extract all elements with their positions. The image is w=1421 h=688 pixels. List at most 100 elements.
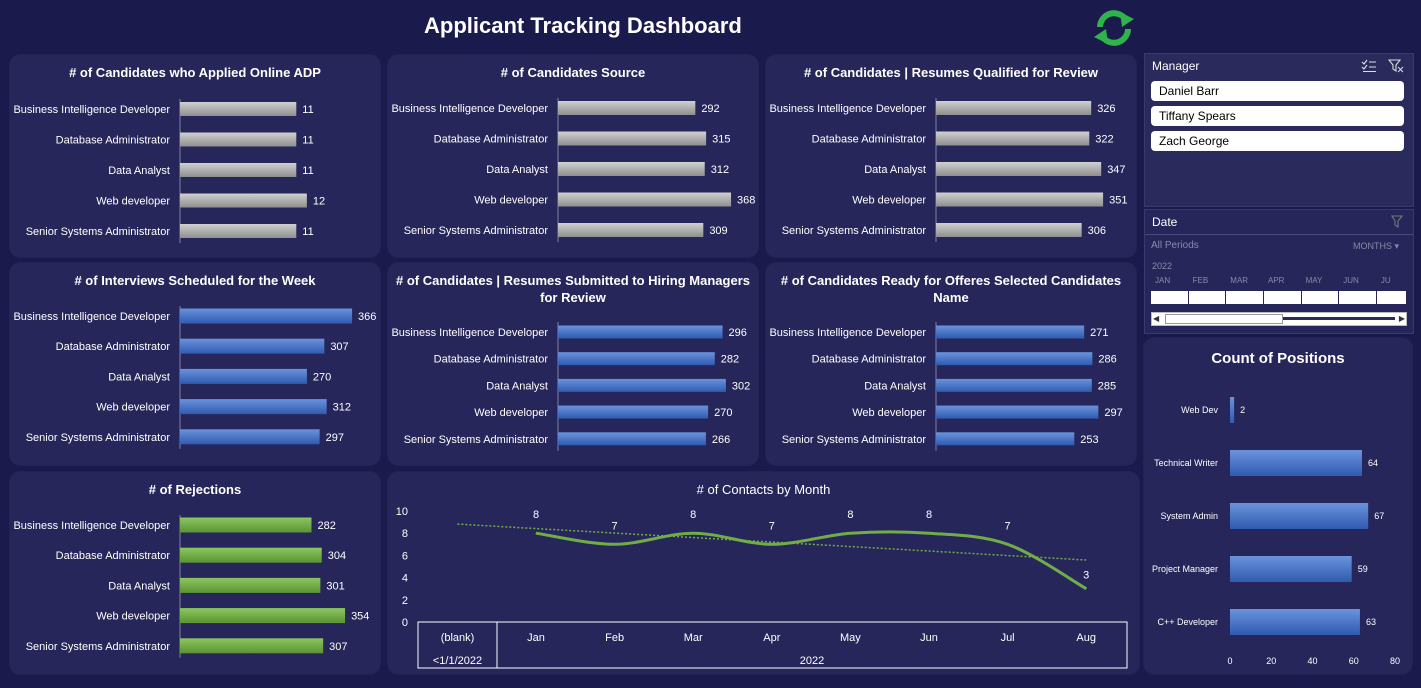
category-label: Business Intelligence Developer: [13, 311, 170, 323]
bar: [180, 638, 324, 654]
bar: [558, 131, 707, 146]
y-tick-label: 4: [402, 573, 408, 585]
data-label: 296: [729, 327, 747, 339]
bar: [180, 308, 353, 324]
data-label: 354: [351, 611, 369, 623]
chart-title: # of Candidates | Resumes Qualified for …: [803, 65, 1099, 80]
category-label: Data Analyst: [486, 380, 548, 392]
scroll-left-icon[interactable]: ◀: [1153, 314, 1160, 323]
category-label: Senior Systems Administrator: [404, 225, 549, 237]
timeline-month-cell[interactable]: [1301, 291, 1339, 304]
bar: [180, 102, 297, 116]
data-label: 67: [1374, 511, 1384, 521]
bar: [1230, 450, 1362, 476]
data-label: 8: [847, 509, 853, 521]
data-label: 315: [712, 134, 730, 146]
bar: [558, 378, 726, 392]
manager-item-tiffany-spears[interactable]: Tiffany Spears: [1151, 106, 1404, 126]
bar: [558, 432, 706, 446]
bar-chart-submitted: Business Intelligence Developer 296 Databa…: [391, 322, 750, 451]
x-tick-label: Jun: [920, 632, 938, 644]
multi-select-icon[interactable]: [1361, 59, 1377, 73]
timeline-month-cell[interactable]: [1226, 291, 1263, 304]
timeline-month-cell[interactable]: [1376, 291, 1406, 304]
clear-filter-icon[interactable]: [1391, 215, 1405, 229]
manager-item-zach-george[interactable]: Zach George: [1151, 131, 1404, 151]
timeline-month-cell[interactable]: [1263, 291, 1301, 304]
category-label: Database Administrator: [56, 341, 171, 353]
data-label: 307: [330, 341, 348, 353]
x-tick-label: (blank): [441, 632, 475, 644]
data-label: 11: [302, 135, 313, 147]
scroll-right-icon[interactable]: ▶: [1398, 314, 1405, 323]
chart-title: # of Candidates | Resumes Submitted to H…: [396, 273, 750, 305]
bar-chart-rejections: Business Intelligence Developer 282 Databa…: [13, 515, 369, 658]
bar: [936, 101, 1092, 115]
y-tick-label: 10: [396, 506, 408, 518]
bar-chart-interviews: Business Intelligence Developer 366 Databa…: [13, 306, 376, 449]
bar: [180, 132, 297, 147]
data-label: 271: [1090, 327, 1108, 339]
bar: [936, 405, 1099, 419]
data-label: 326: [1097, 103, 1115, 115]
category-label: Data Analyst: [864, 380, 926, 392]
data-label: 63: [1366, 617, 1376, 627]
y-tick-label: 6: [402, 550, 408, 562]
x-tick-label: Aug: [1076, 632, 1096, 644]
category-label: Database Administrator: [56, 550, 171, 562]
timeline-month-cell[interactable]: [1188, 291, 1226, 304]
clear-filter-icon[interactable]: [1388, 59, 1404, 73]
bar-chart-positions: Web Dev 2 Technical Writer 64 System Admin 67…: [1152, 397, 1400, 666]
data-label: 366: [358, 311, 376, 323]
data-label: 12: [313, 196, 325, 208]
y-tick-label: 8: [402, 528, 408, 540]
bar: [936, 378, 1092, 392]
timeline-month-cell[interactable]: [1151, 291, 1188, 304]
data-label: 322: [1095, 134, 1113, 146]
category-label: Senior Systems Administrator: [782, 225, 927, 237]
data-point: [535, 532, 537, 534]
chart-title: # of Candidates Ready for Offeres Select…: [780, 273, 1122, 305]
category-label: Data Analyst: [486, 164, 548, 176]
bar: [936, 192, 1104, 207]
category-label: Business Intelligence Developer: [391, 327, 548, 339]
category-label: Web developer: [96, 402, 170, 414]
bar: [180, 224, 297, 238]
refresh-icon[interactable]: [1090, 7, 1138, 49]
category-label: Data Analyst: [864, 164, 926, 176]
x-group-label: <1/1/2022: [433, 655, 482, 667]
line-chart-contacts: 0 2 4 6 8 10 (blank) <1/1/2022 2022 Jan Feb Mar Apr M…: [396, 506, 1128, 669]
chart-panel-contacts: # of Contacts by Month 0 2 4 6 8 10 (blank) <1/…: [388, 472, 1139, 674]
category-label: Web developer: [852, 407, 926, 419]
data-point: [614, 543, 616, 545]
timeline-level-dropdown[interactable]: MONTHS ▾: [1353, 241, 1399, 252]
category-label: Data Analyst: [108, 371, 170, 383]
data-label: 8: [533, 509, 539, 521]
category-label: System Admin: [1160, 511, 1218, 521]
series-line: [535, 530, 1087, 591]
category-label: Business Intelligence Developer: [769, 103, 926, 115]
chart-panel-applied-online: # of Candidates who Applied Online ADP B…: [10, 55, 380, 257]
timeline-month-label: JU: [1380, 276, 1391, 285]
timeline-month-cell[interactable]: [1339, 291, 1376, 304]
data-label: 11: [302, 104, 313, 116]
bar: [1230, 503, 1369, 529]
manager-slicer: Manager Daniel Barr Tiffany Spears Zach …: [1144, 53, 1414, 207]
x-tick-label: 0: [1227, 656, 1232, 666]
bar: [180, 399, 327, 415]
category-label: Web developer: [96, 611, 170, 623]
data-label: 270: [714, 407, 732, 419]
x-tick-label: 40: [1307, 656, 1317, 666]
data-label: 309: [709, 225, 727, 237]
data-label: 282: [317, 520, 335, 532]
data-label: 302: [732, 380, 750, 392]
category-label: Senior Systems Administrator: [26, 226, 171, 238]
category-label: Database Administrator: [812, 134, 927, 146]
data-label: 270: [313, 371, 331, 383]
timeline-scrollbar[interactable]: ◀ ▶: [1151, 312, 1407, 326]
manager-item-daniel-barr[interactable]: Daniel Barr: [1151, 81, 1404, 101]
timeline-level-label: MONTHS: [1353, 241, 1392, 251]
scroll-thumb[interactable]: [1165, 314, 1283, 324]
data-point: [692, 532, 694, 534]
category-label: Database Administrator: [434, 354, 549, 366]
